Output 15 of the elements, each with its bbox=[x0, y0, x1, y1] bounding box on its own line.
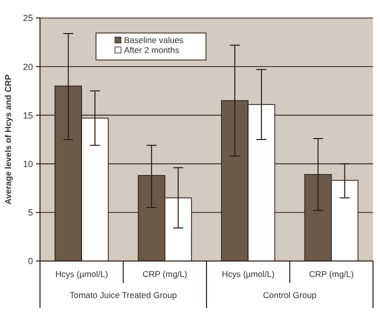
y-tick-label: 15 bbox=[22, 110, 33, 120]
x-tick-label: Hcys (µmol/L) bbox=[222, 269, 275, 279]
text: Control Group bbox=[263, 290, 317, 300]
y-tick-label: 10 bbox=[22, 158, 33, 169]
legend-label: Baseline values bbox=[124, 34, 184, 45]
x-tick-label: Hcys (µmol/L) bbox=[55, 269, 108, 279]
y-tick-label: 20 bbox=[22, 62, 33, 72]
y-tick-label: 5 bbox=[28, 208, 33, 218]
y-axis-title: Average levels of Hcys and CRP bbox=[3, 74, 13, 205]
y-tick-label: 0 bbox=[28, 256, 33, 266]
legend-label: After 2 months bbox=[124, 44, 180, 55]
y-tick-label: 25 bbox=[22, 13, 33, 24]
x-tick-label: CRP (mg/L) bbox=[142, 269, 188, 279]
x-tick-label: CRP (mg/L) bbox=[309, 269, 354, 279]
text: Tomato Juice Treated Group bbox=[70, 290, 178, 300]
